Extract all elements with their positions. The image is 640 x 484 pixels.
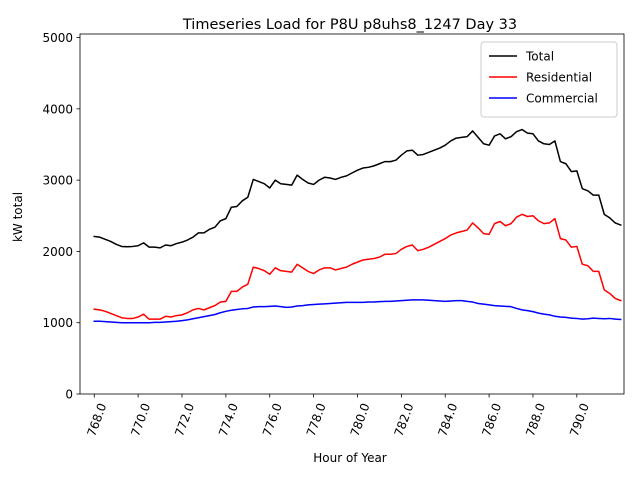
legend: Total Residential Commercial [480,41,618,118]
series-line-residential [93,213,622,320]
axes-frame [79,33,625,395]
y-tick-label: 4000 [42,102,73,116]
y-tick-label: 2000 [42,245,73,259]
y-axis-label: kW total [11,192,25,242]
series-line-commercial [93,299,622,324]
chart-title: Timeseries Load for P8U p8uhs8_1247 Day … [182,17,517,33]
y-tick-label: 5000 [42,31,73,45]
y-tick-label: 3000 [42,174,73,188]
y-tick-label: 1000 [42,316,73,330]
x-axis-label: Hour of Year [313,451,387,465]
legend-label-commercial: Commercial [526,92,598,106]
y-tick-label: 0 [65,388,73,402]
legend-label-residential: Residential [526,71,592,85]
series-line-total [93,128,622,249]
legend-label-total: Total [525,50,554,64]
